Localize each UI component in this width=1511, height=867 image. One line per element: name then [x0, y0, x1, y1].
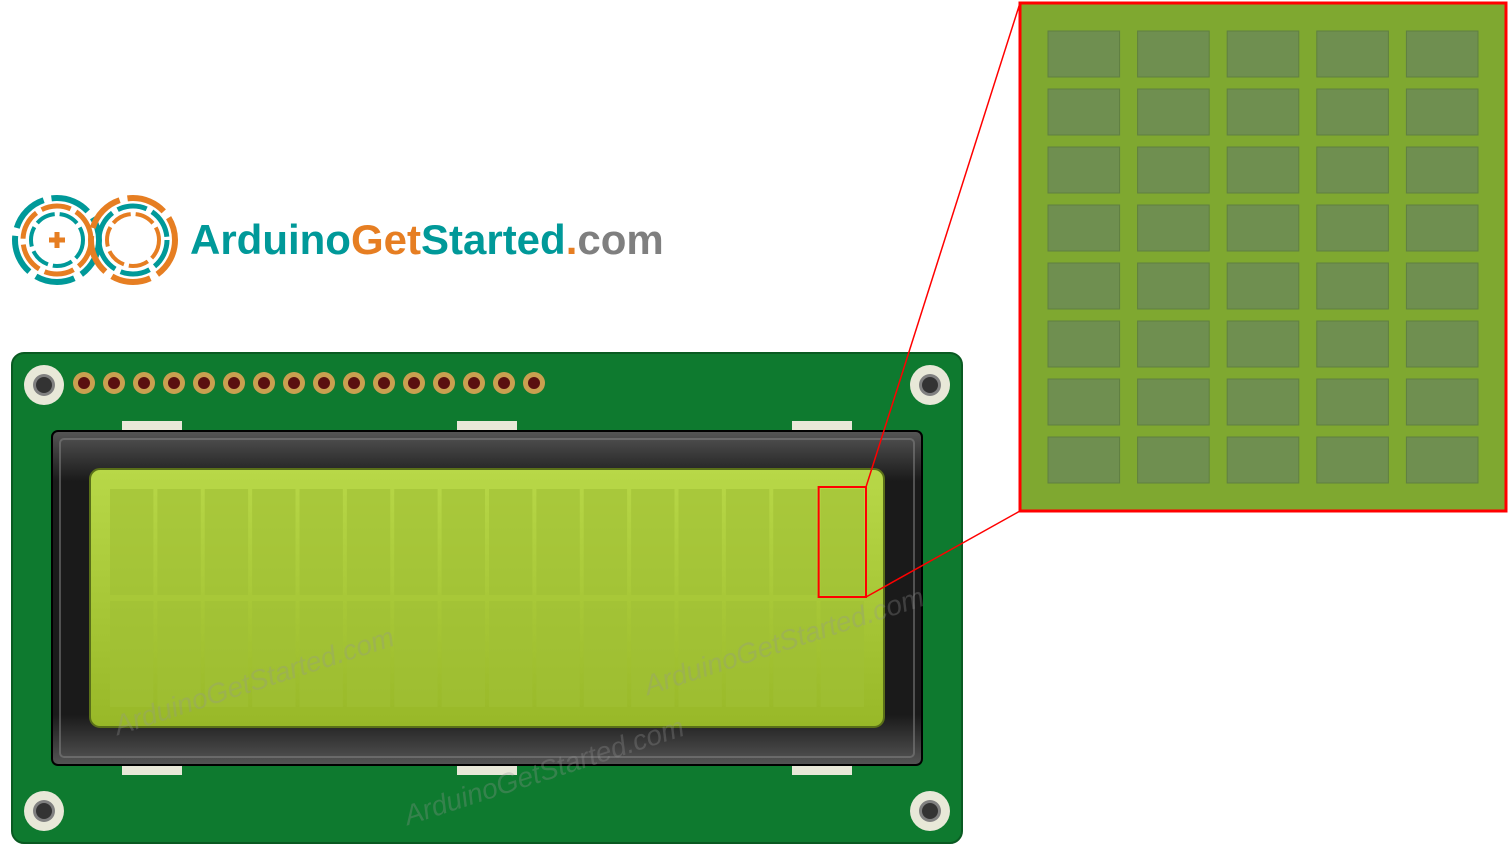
lcd-module [0, 0, 1511, 867]
